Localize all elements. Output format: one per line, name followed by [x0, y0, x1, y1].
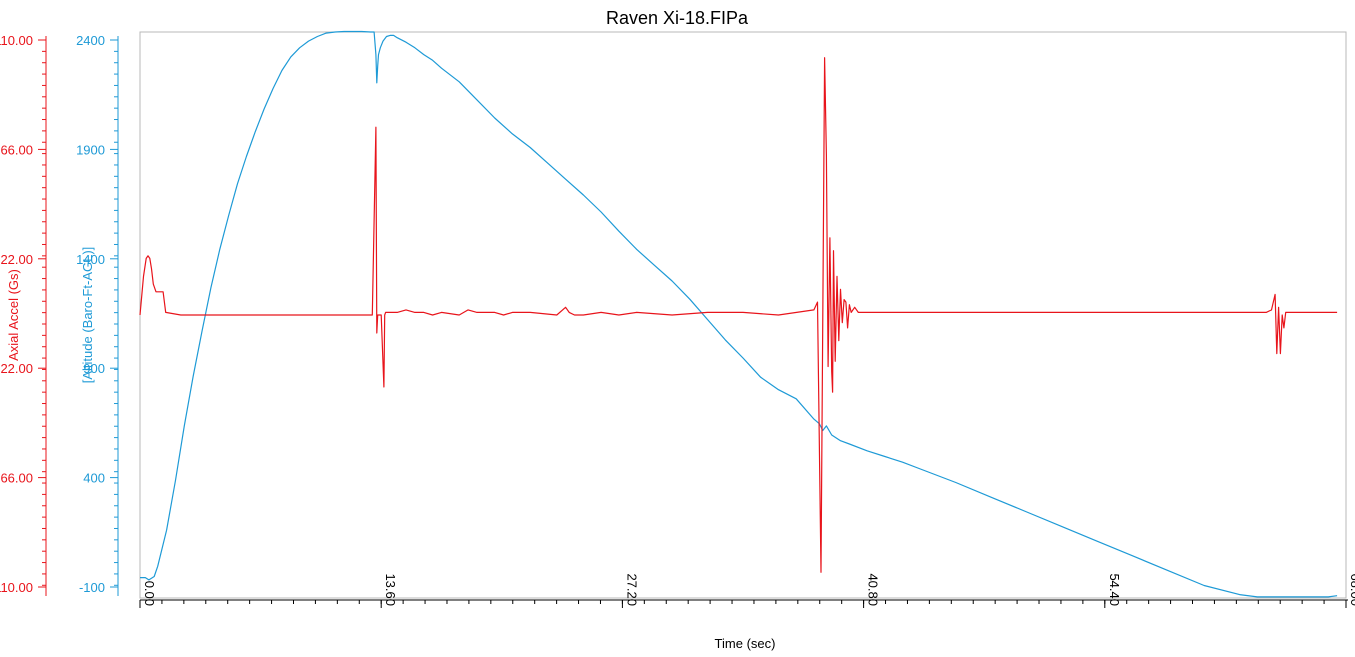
y-tick-label-accel: 66.00	[0, 142, 33, 157]
y-tick-label-accel: -110.00	[0, 580, 33, 595]
chart-title: Raven Xi-18.FIPa	[606, 8, 749, 28]
y-tick-label-accel: -22.00	[0, 361, 33, 376]
y-tick-label-altitude: 400	[83, 471, 105, 486]
y-axis-label-axial-accel: Axial Accel (Gs)	[6, 269, 21, 361]
x-tick-label: 40.80	[866, 573, 881, 606]
y-tick-label-altitude: 1900	[76, 142, 105, 157]
y-tick-label-altitude: 900	[83, 361, 105, 376]
y-tick-label-altitude: -100	[79, 580, 105, 595]
x-tick-label: 54.40	[1107, 573, 1122, 606]
y-axis-label-altitude: [Altitude (Baro-Ft-AGL)]	[80, 247, 95, 384]
y-axis-altitude: 2400 1900 1400 900 400 -100	[76, 33, 119, 596]
x-tick-label: 0.00	[142, 581, 157, 606]
y-tick-label-altitude: 1400	[76, 252, 105, 267]
x-tick-label: 68.00	[1348, 573, 1355, 606]
y-axis-axial-accel: 110.00 66.00 22.00 -22.00 -66.00 -110.00	[0, 33, 47, 596]
x-tick-label: 27.20	[624, 573, 639, 606]
x-tick-label: 13.60	[383, 573, 398, 606]
x-axis-label: Time (sec)	[715, 636, 776, 651]
series-line-altitude	[140, 30, 1338, 598]
y-tick-label-accel: 110.00	[0, 33, 33, 48]
y-tick-label-accel: 22.00	[0, 252, 33, 267]
series-layer	[139, 30, 1338, 598]
y-tick-label-accel: -66.00	[0, 471, 33, 486]
x-axis-time: 0.00 13.60 27.20 40.80 54.40 68.00	[139, 573, 1355, 608]
y-tick-label-altitude: 2400	[76, 33, 105, 48]
series-line-axial-accel	[139, 57, 1338, 573]
